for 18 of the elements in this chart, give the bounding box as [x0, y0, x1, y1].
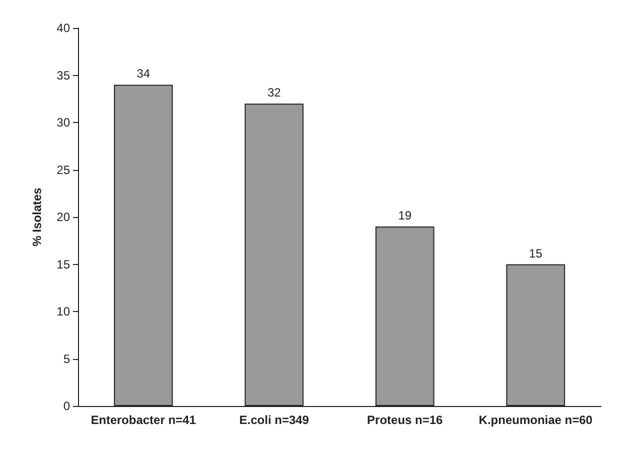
y-tick-label: 25	[56, 162, 70, 177]
x-tick-label: E.coli n=349	[239, 413, 310, 427]
y-tick-label: 0	[63, 399, 70, 413]
data-label: 32	[267, 86, 282, 100]
data-label: 19	[398, 208, 412, 222]
y-tick-label: 40	[56, 21, 70, 35]
x-tick-label: Proteus n=16	[367, 413, 444, 427]
y-tick-label: 20	[56, 210, 70, 224]
data-label: 15	[528, 246, 543, 260]
y-axis-title: % Isolates	[30, 187, 44, 246]
y-tick-label: 35	[56, 68, 70, 82]
y-tick-label: 30	[56, 116, 70, 130]
x-tick-label: K.pneumoniae n=60	[478, 413, 593, 427]
data-label: 34	[136, 66, 150, 81]
x-tick-label: Enterobacter n=41	[90, 413, 196, 427]
y-tick-label: 15	[56, 257, 70, 272]
y-tick-label: 5	[63, 352, 70, 366]
y-tick-label: 10	[56, 304, 70, 318]
